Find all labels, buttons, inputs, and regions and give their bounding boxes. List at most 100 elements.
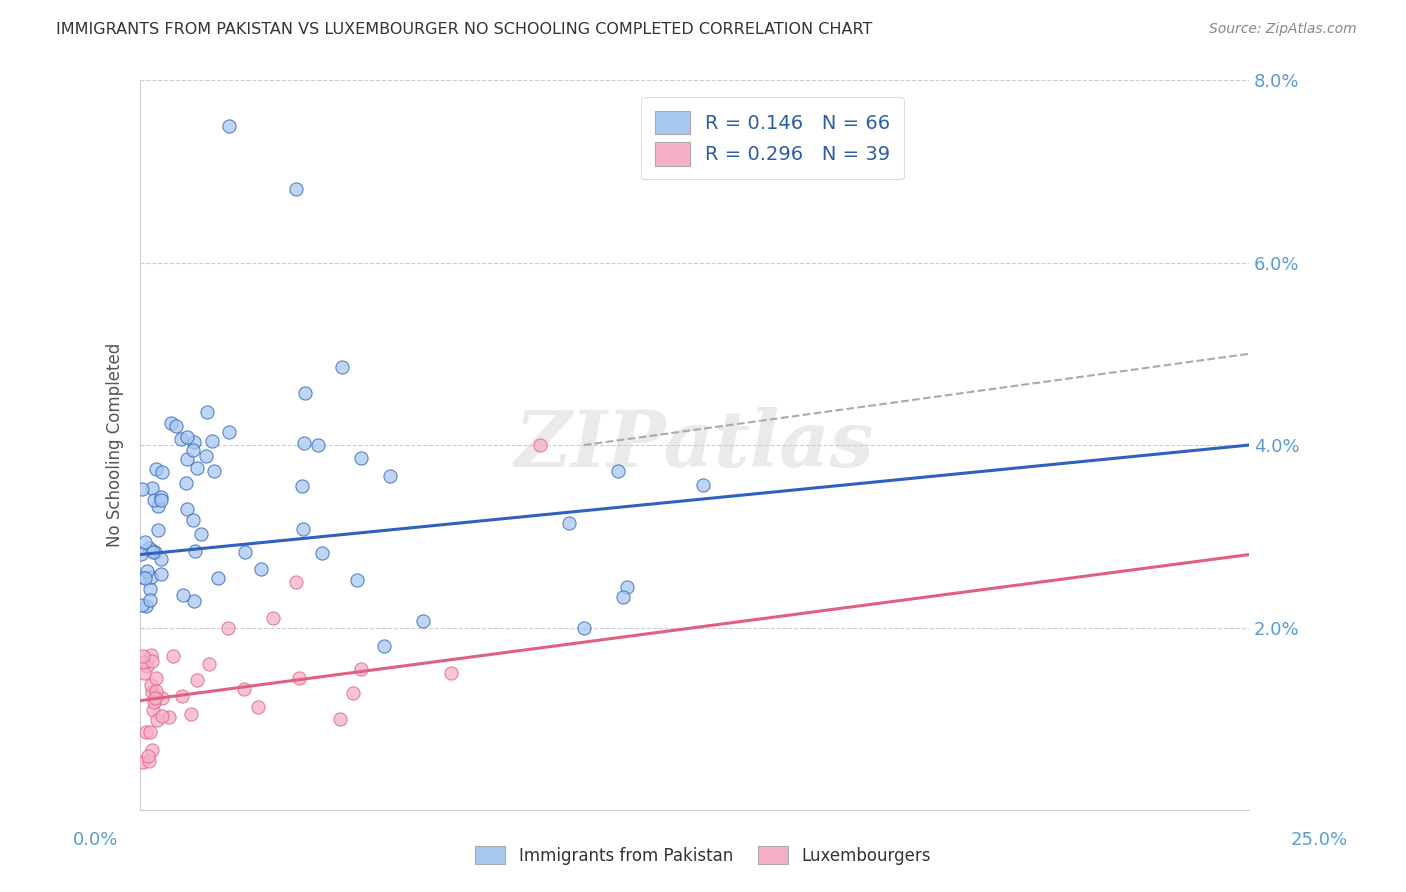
Point: [186, 460, 208, 475]
Text: 25.0%: 25.0%: [1291, 831, 1347, 849]
Point: [612, 590, 634, 604]
Point: [350, 662, 373, 676]
Point: [174, 476, 197, 491]
Text: 0.0%: 0.0%: [73, 831, 118, 849]
Point: [170, 432, 193, 446]
Point: [141, 743, 163, 757]
Point: [135, 564, 157, 578]
Point: [131, 649, 153, 664]
Point: [139, 724, 162, 739]
Point: [284, 182, 307, 196]
Point: [143, 695, 166, 709]
Point: [141, 685, 163, 699]
Point: [307, 438, 329, 452]
Point: [572, 621, 595, 635]
Point: [139, 648, 162, 662]
Point: [150, 552, 173, 566]
Point: [202, 464, 225, 478]
Point: [342, 686, 364, 700]
Point: [131, 570, 153, 584]
Point: [291, 522, 314, 536]
Point: [378, 469, 401, 483]
Point: [150, 490, 173, 504]
Point: [139, 678, 162, 692]
Point: [141, 570, 163, 584]
Text: ZIPatlas: ZIPatlas: [515, 407, 875, 483]
Point: [135, 599, 157, 613]
Point: [412, 615, 434, 629]
Point: [136, 749, 159, 764]
Point: [529, 438, 551, 452]
Point: [207, 571, 229, 585]
Point: [183, 594, 205, 608]
Point: [190, 527, 212, 541]
Point: [142, 493, 165, 508]
Point: [235, 545, 257, 559]
Point: [141, 481, 163, 495]
Point: [142, 703, 165, 717]
Point: [349, 451, 371, 466]
Point: [233, 681, 256, 696]
Point: [148, 499, 170, 513]
Point: [184, 544, 207, 558]
Point: [181, 442, 204, 457]
Point: [170, 689, 193, 703]
Point: [262, 611, 284, 625]
Point: [183, 435, 205, 450]
Point: [162, 649, 184, 664]
Point: [558, 516, 581, 530]
Point: [145, 462, 167, 476]
Point: [294, 385, 316, 400]
Point: [150, 466, 173, 480]
Point: [346, 574, 368, 588]
Point: [132, 755, 155, 769]
Point: [291, 479, 314, 493]
Point: [131, 655, 153, 669]
Point: [247, 700, 270, 714]
Point: [131, 483, 153, 497]
Point: [373, 639, 395, 653]
Point: [250, 562, 273, 576]
Point: [311, 546, 333, 560]
Point: [176, 451, 198, 466]
Point: [145, 672, 167, 686]
Point: [284, 574, 307, 589]
Point: [136, 659, 159, 673]
Point: [218, 119, 240, 133]
Point: [186, 673, 208, 687]
Point: [692, 477, 714, 491]
Point: [134, 571, 156, 585]
Point: [607, 464, 630, 478]
Point: [330, 359, 353, 374]
Point: [616, 580, 638, 594]
Text: Source: ZipAtlas.com: Source: ZipAtlas.com: [1209, 22, 1357, 37]
Point: [201, 434, 224, 449]
Legend: Immigrants from Pakistan, Luxembourgers: Immigrants from Pakistan, Luxembourgers: [467, 838, 939, 873]
Point: [149, 492, 172, 507]
Point: [165, 418, 187, 433]
Point: [217, 621, 239, 635]
Point: [143, 691, 166, 706]
Point: [146, 523, 169, 537]
Point: [152, 690, 174, 705]
Point: [141, 545, 163, 559]
Point: [145, 544, 167, 558]
Point: [134, 534, 156, 549]
Point: [160, 416, 183, 430]
Point: [145, 684, 167, 698]
Point: [195, 450, 218, 464]
Point: [141, 654, 163, 668]
Point: [181, 512, 204, 526]
Point: [146, 713, 169, 727]
Point: [157, 710, 180, 724]
Point: [176, 502, 198, 516]
Point: [139, 582, 162, 596]
Point: [139, 593, 162, 607]
Point: [218, 425, 240, 439]
Point: [135, 725, 157, 739]
Point: [129, 547, 152, 561]
Point: [138, 541, 160, 555]
Point: [141, 543, 163, 558]
Point: [176, 430, 198, 444]
Y-axis label: No Schooling Completed: No Schooling Completed: [107, 343, 124, 547]
